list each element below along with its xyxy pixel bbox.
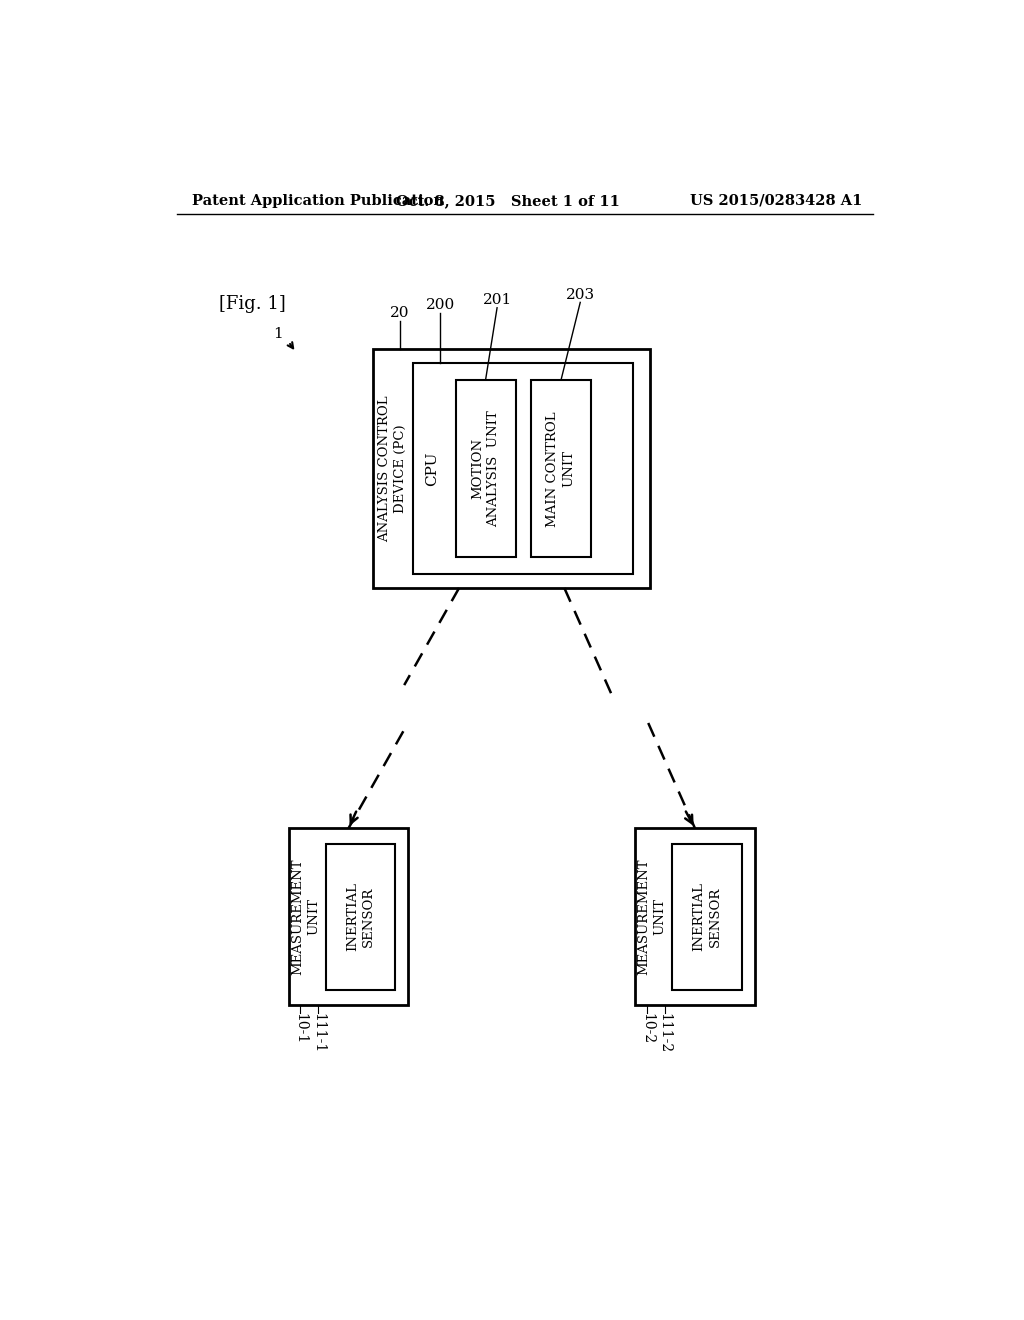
Text: MEASUREMENT
UNIT: MEASUREMENT UNIT (638, 858, 667, 975)
Text: Patent Application Publication: Patent Application Publication (193, 194, 444, 207)
Text: 20: 20 (390, 306, 410, 321)
Text: 201: 201 (482, 293, 512, 308)
Text: 200: 200 (426, 298, 455, 313)
Text: 10-1: 10-1 (293, 1014, 307, 1044)
Text: ANALYSIS CONTROL
DEVICE (PC): ANALYSIS CONTROL DEVICE (PC) (378, 396, 407, 543)
Text: 111-2: 111-2 (657, 1014, 672, 1053)
Text: MEASUREMENT
UNIT: MEASUREMENT UNIT (291, 858, 321, 975)
Bar (635, 829, 755, 1006)
Bar (531, 380, 591, 557)
Text: INERTIAL
SENSOR: INERTIAL SENSOR (346, 882, 375, 952)
Bar (289, 829, 409, 1006)
Text: 10-2: 10-2 (640, 1014, 654, 1044)
Bar (456, 380, 515, 557)
Text: [Fig. 1]: [Fig. 1] (219, 296, 286, 313)
Text: MAIN CONTROL
UNIT: MAIN CONTROL UNIT (547, 411, 575, 527)
Text: US 2015/0283428 A1: US 2015/0283428 A1 (690, 194, 862, 207)
Bar (326, 843, 395, 990)
Text: 1: 1 (273, 327, 284, 341)
Text: Oct. 8, 2015   Sheet 1 of 11: Oct. 8, 2015 Sheet 1 of 11 (396, 194, 620, 207)
Bar (373, 350, 650, 589)
Text: CPU: CPU (425, 451, 438, 486)
Text: 203: 203 (565, 288, 595, 302)
Text: 111-1: 111-1 (311, 1014, 325, 1053)
Bar (672, 843, 741, 990)
Text: MOTION
ANALYSIS  UNIT: MOTION ANALYSIS UNIT (471, 411, 500, 527)
Bar (413, 363, 633, 574)
Text: INERTIAL
SENSOR: INERTIAL SENSOR (692, 882, 721, 952)
